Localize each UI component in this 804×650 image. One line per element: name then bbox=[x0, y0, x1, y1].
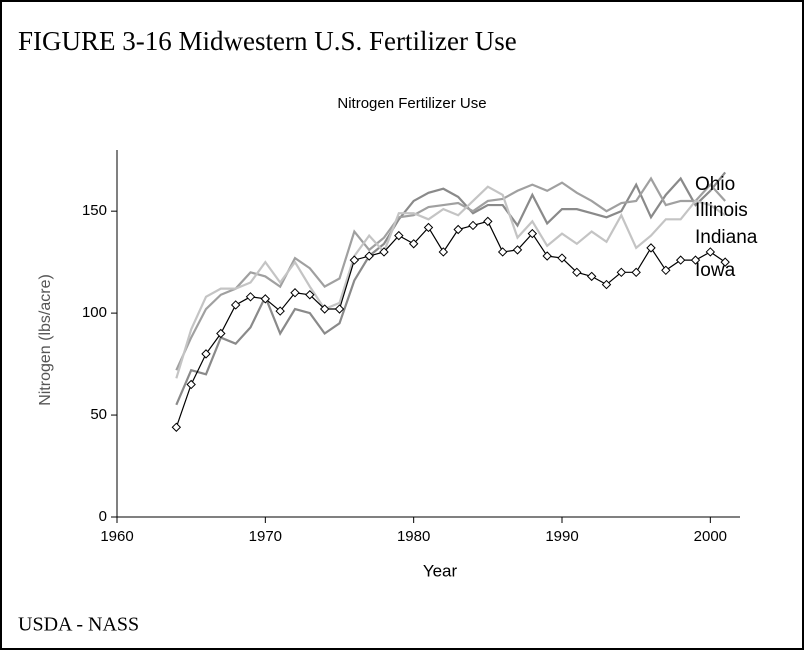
point-marker bbox=[557, 253, 567, 263]
source: USDA - NASS bbox=[18, 614, 139, 636]
point-marker bbox=[201, 349, 211, 359]
point-marker bbox=[349, 255, 360, 265]
point-marker bbox=[423, 222, 434, 233]
y-axis-label: Nitrogen (lbs/acre) bbox=[37, 274, 54, 406]
figure-title: FIGURE 3-16 Midwestern U.S. Fertilizer U… bbox=[18, 26, 517, 56]
x-tick-label: 2000 bbox=[694, 528, 727, 545]
point-marker bbox=[438, 247, 449, 257]
point-marker bbox=[319, 304, 330, 314]
y-tick-label: 50 bbox=[90, 406, 107, 423]
point-marker bbox=[601, 279, 612, 290]
point-marker bbox=[646, 243, 656, 253]
point-marker bbox=[542, 251, 552, 261]
point-marker bbox=[572, 267, 582, 278]
series-line bbox=[175, 185, 726, 379]
y-tick-label: 100 bbox=[82, 304, 107, 321]
legend-label: Iowa bbox=[695, 260, 736, 281]
point-marker bbox=[408, 239, 419, 249]
point-marker bbox=[275, 306, 285, 316]
x-tick-label: 1960 bbox=[100, 528, 133, 545]
point-marker bbox=[364, 251, 374, 261]
chart-title: Nitrogen Fertilizer Use bbox=[337, 95, 486, 112]
y-tick-label: 150 bbox=[82, 202, 107, 219]
point-marker bbox=[616, 267, 627, 278]
series-line bbox=[175, 171, 727, 406]
point-marker bbox=[631, 267, 641, 278]
series-line bbox=[175, 176, 726, 371]
x-tick-label: 1970 bbox=[249, 528, 282, 545]
point-marker bbox=[527, 228, 538, 239]
legend-label: Illinois bbox=[695, 200, 748, 221]
point-marker bbox=[216, 328, 226, 339]
point-marker bbox=[305, 290, 315, 300]
legend-label: Indiana bbox=[695, 227, 758, 248]
y-tick-label: 0 bbox=[99, 508, 107, 525]
point-marker bbox=[290, 288, 300, 298]
point-marker bbox=[245, 292, 256, 302]
point-marker bbox=[661, 265, 671, 276]
point-marker bbox=[453, 224, 463, 235]
point-marker bbox=[720, 257, 730, 267]
point-marker bbox=[512, 245, 523, 255]
point-marker bbox=[334, 304, 345, 314]
point-marker bbox=[171, 422, 182, 432]
point-marker bbox=[230, 300, 241, 310]
point-marker bbox=[260, 294, 271, 304]
point-marker bbox=[690, 255, 701, 265]
point-marker bbox=[705, 247, 716, 257]
point-marker bbox=[379, 247, 389, 257]
point-marker bbox=[394, 230, 404, 241]
x-tick-label: 1980 bbox=[397, 528, 430, 545]
point-marker bbox=[497, 247, 508, 257]
point-marker bbox=[586, 271, 597, 282]
x-axis-label: Year bbox=[423, 561, 458, 580]
point-marker bbox=[186, 379, 196, 390]
point-marker bbox=[675, 255, 686, 265]
point-marker bbox=[483, 216, 493, 227]
legend-label: Ohio bbox=[695, 174, 735, 195]
point-marker bbox=[468, 220, 478, 231]
x-tick-label: 1990 bbox=[545, 528, 578, 545]
